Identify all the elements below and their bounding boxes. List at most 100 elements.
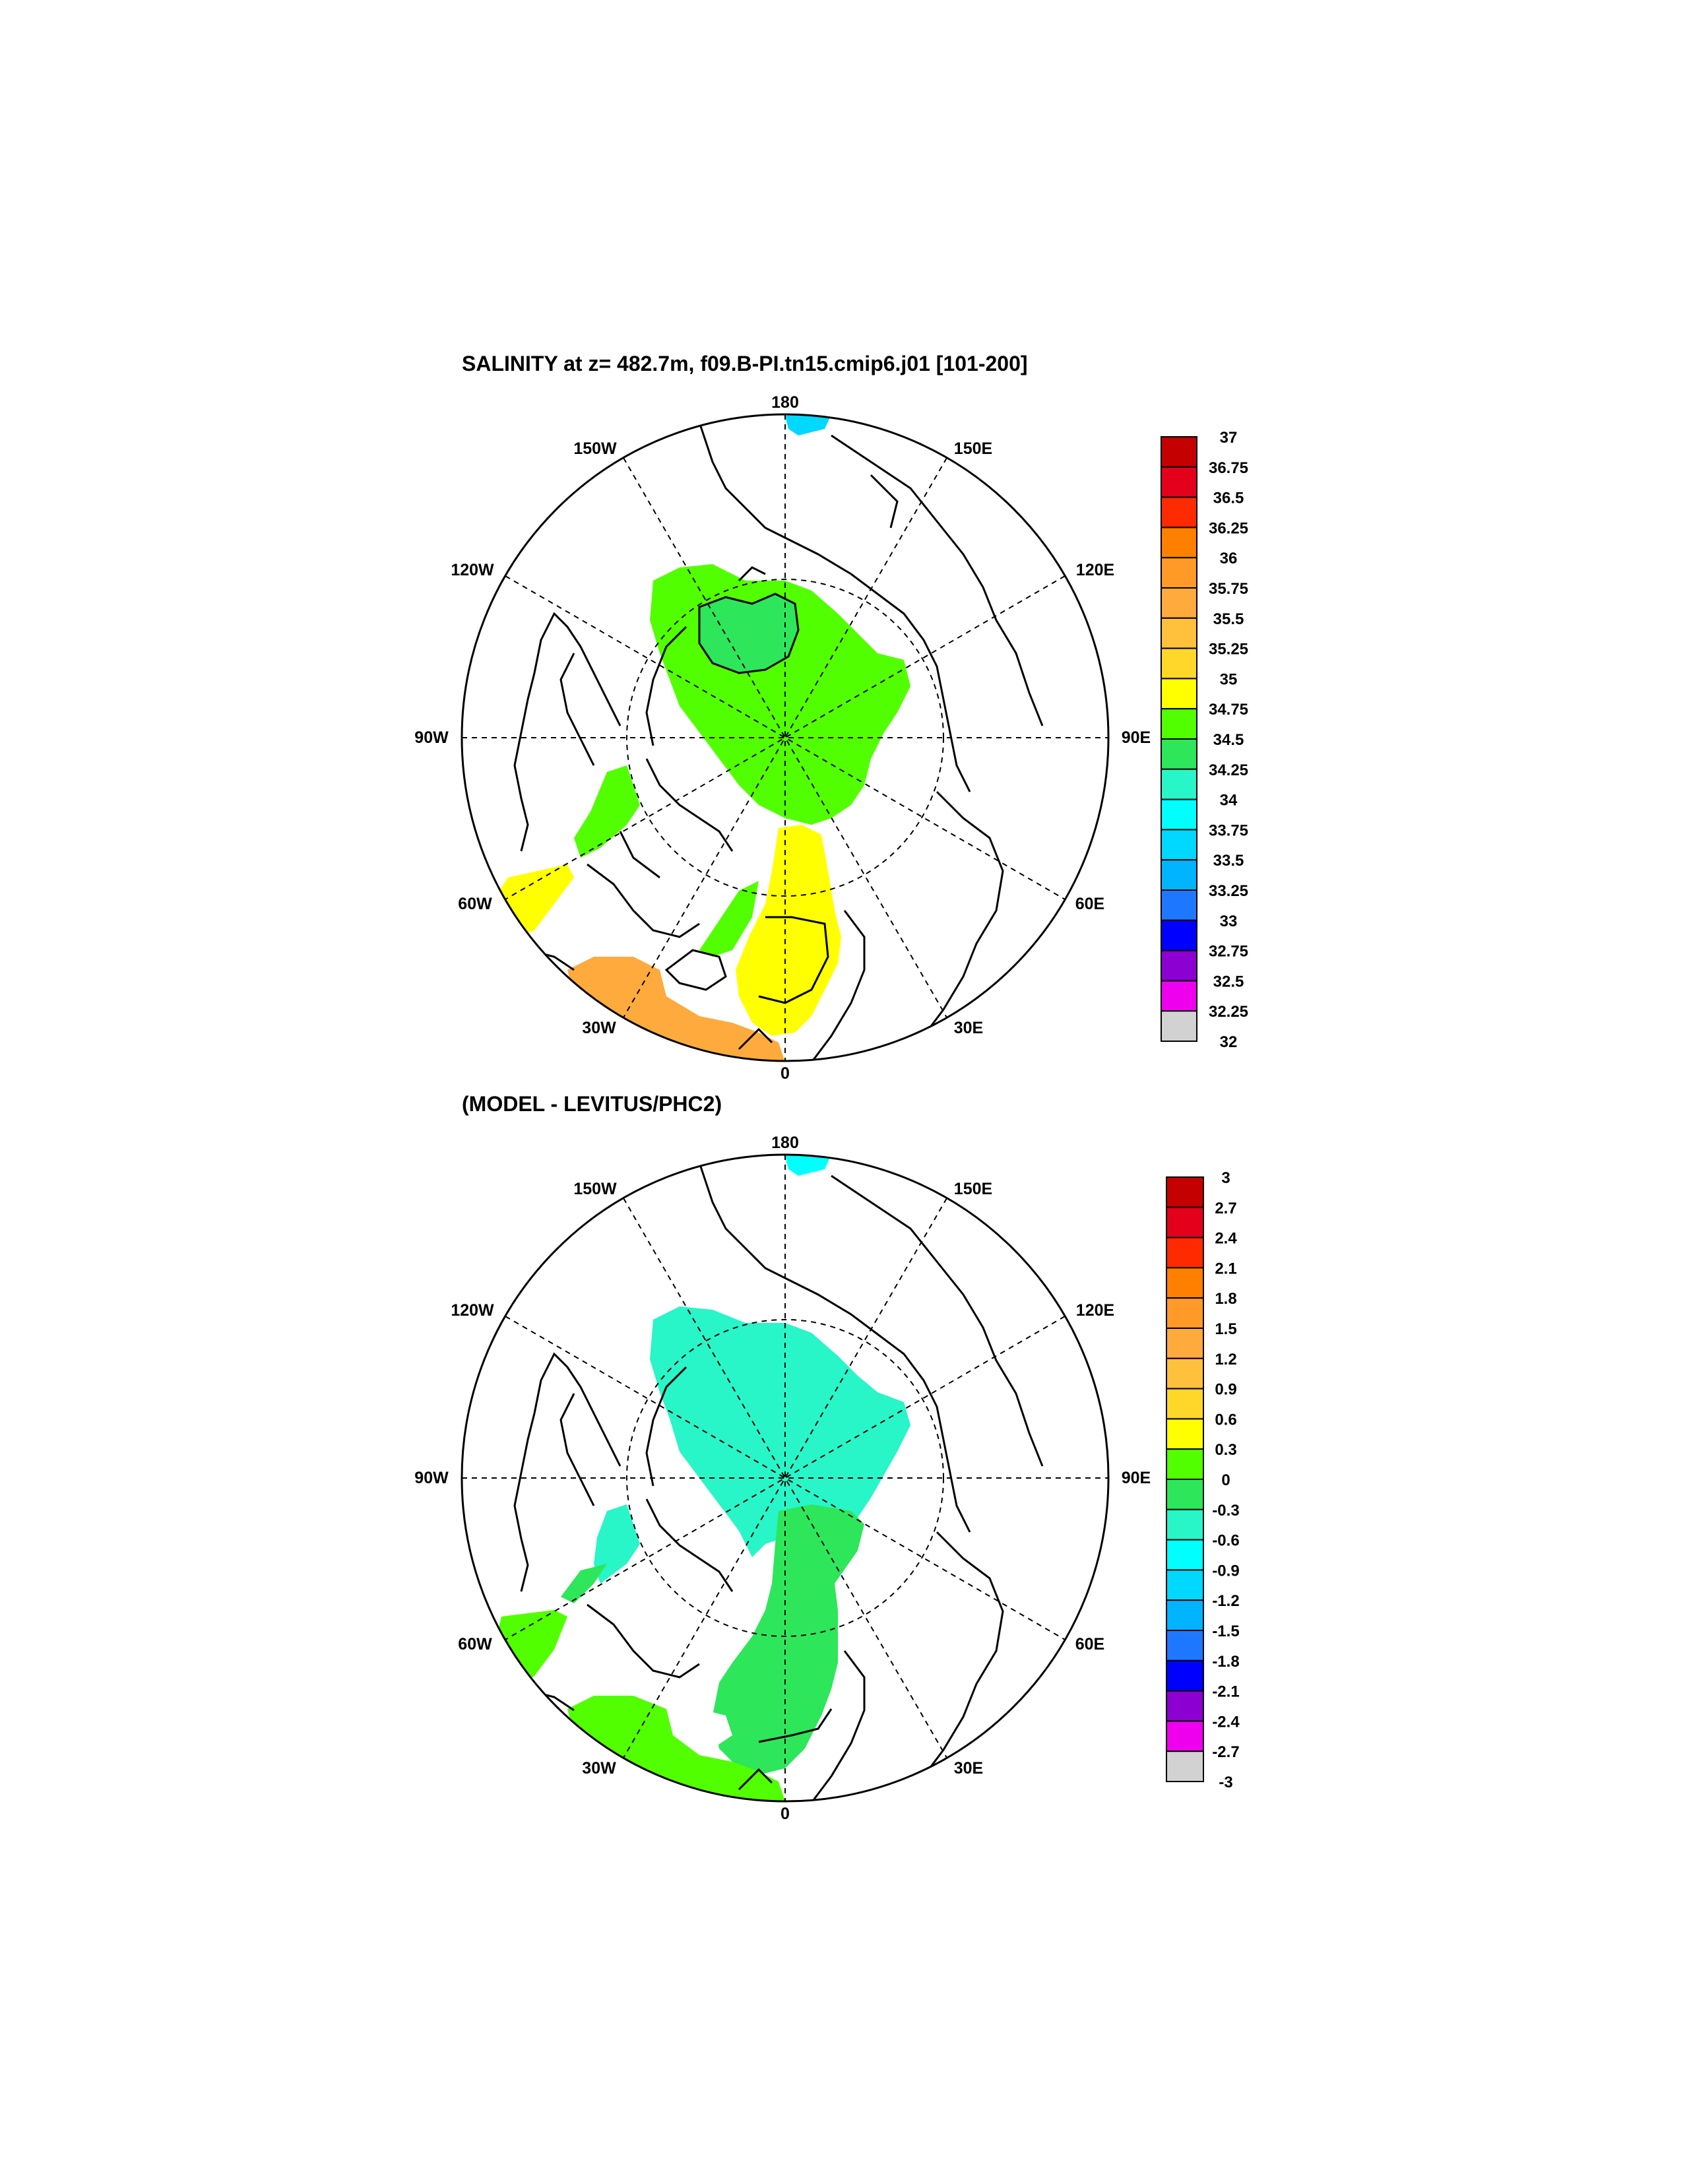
colorbar-label: -0.3 [1212, 1502, 1239, 1520]
coastlines [501, 1162, 1044, 1801]
graticule [462, 1155, 1108, 1801]
colorbar-label: 2.1 [1215, 1260, 1236, 1277]
colorbar-swatch [1161, 919, 1197, 951]
map-boundary [461, 413, 1110, 1062]
colorbar-swatch [1161, 708, 1197, 740]
colorbar-label: 34.5 [1213, 731, 1244, 749]
colorbar-label: 0.6 [1215, 1411, 1236, 1429]
colorbar-label: 33.5 [1213, 852, 1244, 870]
lon-label-90w: 90W [414, 728, 449, 747]
colorbar-swatch [1161, 798, 1197, 831]
colorbar-label: 35.5 [1213, 610, 1244, 628]
colorbar-swatch [1161, 889, 1197, 921]
colorbar-swatch [1166, 1630, 1204, 1661]
field-central-basin [650, 1306, 910, 1557]
difference-title: (MODEL - LEVITUS/PHC2) [462, 1092, 722, 1116]
salinity-polar-map: 180 150E 120E 90E 60E 30E 0 30W 60W 90W … [414, 393, 1151, 1083]
difference-colorbar: 3 2.7 2.4 2.1 1.8 1.5 1.2 0.9 0.6 0.3 0 -0.3 -0.6 -0.… [1166, 1169, 1240, 1791]
lon-label-30e: 30E [954, 1759, 983, 1778]
lon-label-0: 0 [781, 1805, 790, 1823]
colorbar-swatch [1161, 466, 1197, 498]
lon-label-90e: 90E [1122, 1469, 1151, 1487]
salinity-title: SALINITY at z= 482.7m, f09.B-PI.tn15.cmi… [462, 352, 1028, 375]
field-baffin-bay [594, 1504, 640, 1584]
colorbar-swatch [1166, 1357, 1204, 1390]
lon-label-90w: 90W [414, 1469, 449, 1487]
colorbar-swatch [1161, 738, 1197, 770]
colorbar-label: 36 [1220, 550, 1238, 567]
colorbar-label: 0 [1221, 1471, 1230, 1489]
colorbar-label: -2.4 [1212, 1713, 1240, 1731]
lon-label-30w: 30W [582, 1019, 616, 1037]
field-baffin-bay [574, 765, 640, 858]
colorbar-swatch [1161, 587, 1197, 619]
colorbar-label: 34.25 [1209, 761, 1248, 779]
colorbar-label: 0.9 [1215, 1381, 1236, 1399]
colorbar-label: 33.75 [1209, 821, 1248, 839]
lon-label-60w: 60W [458, 895, 492, 913]
colorbar-swatch [1161, 527, 1197, 559]
colorbar-swatch [1161, 768, 1197, 800]
lon-label-150w: 150W [573, 1180, 617, 1198]
colorbar-swatch [1166, 1508, 1204, 1541]
difference-panel: (MODEL - LEVITUS/PHC2) [414, 1092, 1240, 1823]
colorbar-swatch [1161, 859, 1197, 891]
colorbar-label: 32.25 [1209, 1003, 1248, 1021]
lon-label-150w: 150W [573, 439, 617, 458]
lon-label-150e: 150E [954, 1180, 992, 1198]
salinity-colorbar: 37 36.75 36.5 36.25 36 35.75 35.5 35.25 35 34.75 3… [1161, 429, 1248, 1051]
graticule [462, 414, 1108, 1061]
colorbar-swatch [1166, 1720, 1204, 1752]
colorbar-label: 32.75 [1209, 943, 1248, 961]
field-atlantic-hole [673, 1709, 732, 1749]
colorbar-swatch [1166, 1539, 1204, 1571]
lon-label-120w: 120W [451, 561, 494, 579]
field-atlantic-margin [699, 881, 759, 957]
field-atlantic-inflow [713, 1504, 864, 1775]
colorbar-label: 36.75 [1209, 459, 1248, 477]
colorbar-swatch [1166, 1237, 1204, 1269]
colorbar-label: -2.1 [1212, 1683, 1239, 1701]
colorbar-swatch [1166, 1418, 1204, 1450]
colorbar-label: 1.5 [1215, 1320, 1236, 1338]
field-canada-basin [698, 593, 800, 674]
colorbar-label: 0.3 [1215, 1441, 1236, 1459]
colorbar-swatch [1166, 1569, 1204, 1601]
colorbar-label: 2.4 [1215, 1230, 1237, 1248]
colorbar-swatch [1161, 647, 1197, 680]
lon-label-30w: 30W [582, 1759, 616, 1778]
lon-label-180: 180 [771, 393, 799, 412]
colorbar-swatch [1161, 1010, 1197, 1042]
colorbar-swatch [1166, 1206, 1204, 1238]
field-north-atlantic [567, 957, 785, 1061]
colorbar-label: 32 [1220, 1033, 1238, 1051]
colorbar-label: 34 [1220, 792, 1238, 810]
field-bering-patch [785, 1155, 831, 1176]
colorbar-label: 36.5 [1213, 490, 1244, 507]
colorbar-label: -3 [1219, 1774, 1232, 1791]
field-baffin-margin [561, 1564, 607, 1603]
coastlines [501, 422, 1044, 1061]
colorbar-swatch [1161, 436, 1197, 468]
difference-contour [758, 1708, 833, 1743]
colorbar-label: -1.8 [1212, 1653, 1239, 1671]
lon-label-150e: 150E [954, 439, 992, 458]
colorbar-label: 34.75 [1209, 701, 1248, 719]
field-bering-patch [785, 414, 831, 435]
colorbar-swatch [1166, 1750, 1204, 1782]
colorbar-label: 3 [1221, 1169, 1230, 1187]
colorbar-swatch [1161, 829, 1197, 861]
lon-label-120e: 120E [1076, 1301, 1114, 1320]
field-north-atlantic [567, 1696, 785, 1801]
colorbar-swatch [1166, 1448, 1204, 1480]
lon-label-0: 0 [781, 1064, 790, 1083]
lon-label-180: 180 [771, 1134, 799, 1152]
colorbar-label: -0.9 [1212, 1562, 1239, 1580]
difference-polar-map: 180 150E 120E 90E 60E 30E 0 30W 60W 90W … [414, 1134, 1151, 1823]
colorbar-label: 33.25 [1209, 882, 1248, 900]
map-boundary [461, 1153, 1110, 1803]
colorbar-swatch [1161, 949, 1197, 982]
colorbar-label: 35 [1220, 670, 1238, 688]
colorbar-swatch [1161, 557, 1197, 589]
